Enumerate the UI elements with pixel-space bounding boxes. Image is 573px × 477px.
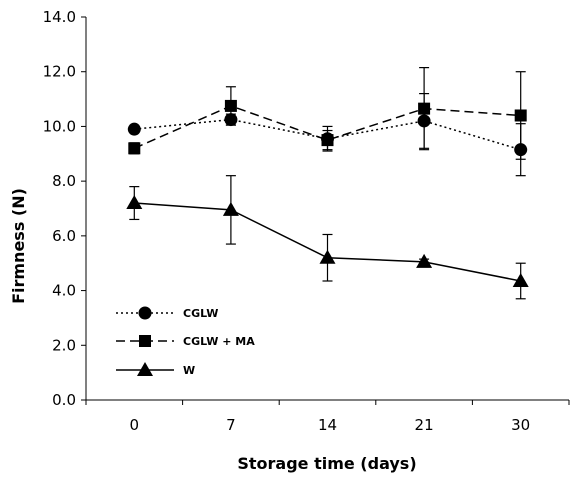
data-point: [321, 134, 334, 147]
x-tick-label: 21: [415, 416, 434, 434]
data-point: [126, 195, 143, 210]
data-point: [128, 142, 141, 155]
y-tick-label: 4.0: [52, 282, 76, 300]
legend-label: W: [183, 364, 195, 377]
data-point: [127, 122, 141, 136]
y-tick-label: 6.0: [52, 227, 76, 245]
data-point: [224, 99, 237, 112]
x-tick-label: 30: [511, 416, 530, 434]
legend: CGLW CGLW + MA W: [116, 306, 255, 377]
data-point: [512, 272, 529, 287]
data-point: [418, 102, 431, 115]
legend-label: CGLW + MA: [183, 335, 255, 348]
legend-label: CGLW: [183, 307, 218, 320]
y-tick-label: 2.0: [52, 336, 76, 354]
legend-marker: [139, 335, 151, 347]
x-tick-label: 0: [130, 416, 140, 434]
x-axis-ticks: 0 7 14 21 30: [85, 400, 570, 434]
x-tick-label: 14: [318, 416, 337, 434]
series-w: [126, 175, 529, 300]
data-point: [514, 109, 527, 122]
data-point: [319, 249, 336, 264]
y-tick-label: 10.0: [43, 117, 76, 135]
y-axis-title: Firmness (N): [9, 188, 28, 304]
series-line: [133, 105, 521, 150]
y-tick-label: 14.0: [43, 8, 76, 26]
x-axis-title: Storage time (days): [237, 454, 416, 473]
y-tick-label: 12.0: [43, 63, 76, 81]
legend-marker: [138, 306, 152, 320]
legend-marker: [137, 362, 153, 376]
x-tick-label: 7: [226, 416, 236, 434]
y-tick-label: 8.0: [52, 172, 76, 190]
data-point: [416, 253, 433, 268]
series-layer: [126, 67, 529, 300]
data-point: [222, 201, 239, 216]
y-axis-ticks: 0.0 2.0 4.0 6.0 8.0 10.0 12.0 14.0: [43, 8, 86, 409]
series-cglw-ma: [128, 67, 527, 160]
y-tick-label: 0.0: [52, 391, 76, 409]
